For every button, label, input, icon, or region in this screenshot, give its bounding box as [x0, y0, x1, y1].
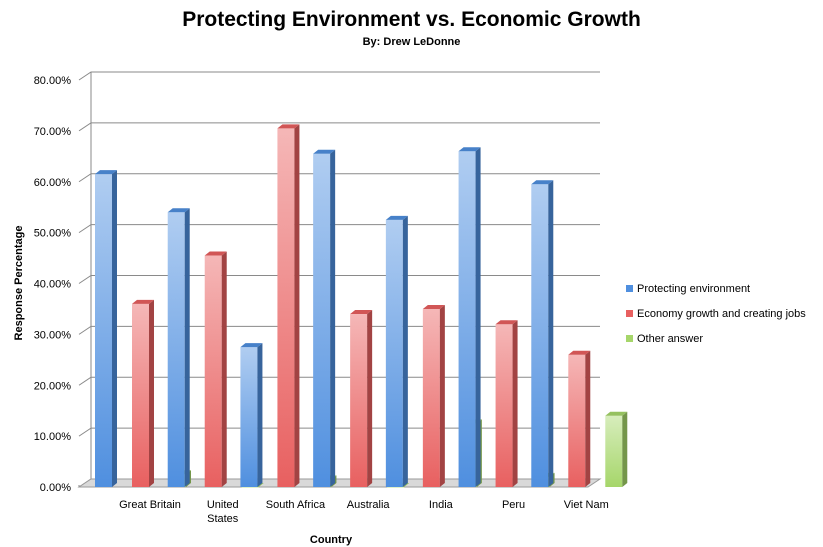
legend-label: Protecting environment — [637, 282, 751, 295]
bar — [531, 180, 554, 487]
y-tick-label: 20.00% — [34, 380, 72, 392]
legend-swatch — [626, 285, 633, 292]
x-tick-label: Viet Nam — [564, 499, 609, 511]
gridline — [78, 427, 600, 437]
grid-layer — [77, 71, 602, 488]
gridline — [78, 325, 600, 335]
y-tick-label: 60.00% — [34, 177, 72, 189]
bar — [95, 170, 117, 487]
y-tick-label: 0.00% — [40, 482, 71, 494]
bar — [132, 299, 154, 487]
y-tick-label: 40.00% — [34, 279, 72, 291]
y-tick-label: 10.00% — [34, 431, 72, 443]
gridline — [78, 173, 600, 183]
bar — [422, 304, 445, 487]
chart-title: Protecting Environment vs. Economic Grow… — [182, 8, 641, 31]
legend-item: Protecting environment — [626, 276, 806, 301]
bar — [277, 124, 300, 488]
x-tick-label: Peru — [502, 499, 525, 511]
gridline — [78, 122, 600, 132]
bar — [458, 147, 481, 487]
bar — [385, 215, 408, 487]
x-tick-label: Great Britain — [119, 499, 181, 511]
y-tick-label: 80.00% — [34, 75, 72, 87]
chart-subtitle: By: Drew LeDonne — [362, 36, 461, 48]
bar — [495, 320, 518, 487]
legend-swatch — [626, 335, 633, 342]
legend-label: Economy growth and creating jobs — [637, 307, 806, 320]
x-tick-label: South Africa — [266, 499, 326, 511]
bar — [350, 310, 373, 487]
y-axis-title: Response Percentage — [13, 226, 25, 341]
bar — [568, 350, 591, 487]
legend-label: Other answer — [637, 332, 704, 345]
x-axis-title: Country — [310, 534, 353, 546]
chart-floor — [77, 478, 602, 488]
legend: Protecting environment Economy growth and… — [626, 276, 806, 351]
bars-layer — [95, 124, 628, 488]
y-tick-label: 50.00% — [34, 228, 72, 240]
bar — [605, 411, 628, 487]
bar — [204, 251, 227, 487]
gridline — [78, 275, 600, 284]
x-tick-label: United States — [207, 499, 239, 525]
gridline — [78, 224, 600, 234]
legend-item: Other answer — [626, 326, 806, 351]
legend-swatch — [626, 310, 633, 317]
x-tick-label: India — [429, 499, 454, 511]
bar — [313, 149, 336, 488]
y-tick-label: 70.00% — [34, 126, 72, 138]
labels-layer: 0.00% 10.00% 20.00% 30.00% 40.00% 50.00% 60.00… — [34, 75, 609, 525]
gridline — [78, 376, 600, 386]
bar — [167, 208, 190, 487]
gridline — [78, 71, 600, 81]
x-tick-label: Australia — [347, 499, 391, 511]
legend-item: Economy growth and creating jobs — [626, 301, 806, 326]
bar — [240, 343, 263, 487]
y-tick-label: 30.00% — [34, 329, 72, 341]
